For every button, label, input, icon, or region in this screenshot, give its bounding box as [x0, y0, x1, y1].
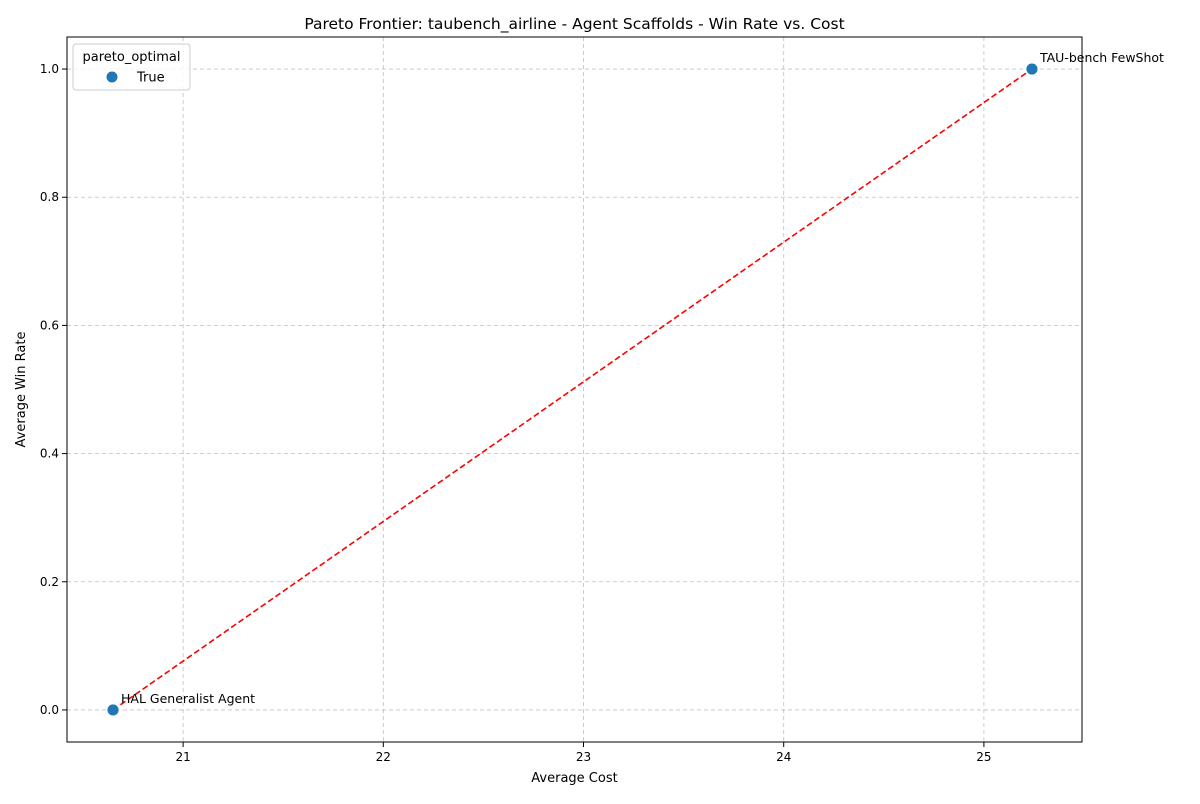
y-tick-label: 0.6 [40, 318, 59, 332]
legend-title: pareto_optimal [83, 50, 181, 65]
point-label: HAL Generalist Agent [121, 691, 255, 706]
x-tick-label: 25 [976, 750, 991, 764]
legend-entries: True [106, 71, 165, 86]
x-tick-label: 24 [776, 750, 791, 764]
y-tick-label: 0.0 [40, 703, 59, 717]
y-tick-label: 0.4 [40, 447, 59, 461]
legend-box [72, 43, 191, 91]
y-tick-label: 0.8 [40, 190, 59, 204]
x-axis-label: Average Cost [531, 771, 617, 786]
legend-entry-label: True [136, 71, 165, 86]
data-point [1025, 62, 1039, 76]
pareto-frontier-line [112, 68, 1033, 711]
data-point [106, 703, 120, 717]
legend-marker [106, 71, 118, 83]
point-label: TAU-bench FewShot [1039, 50, 1164, 65]
y-axis-label: Average Win Rate [14, 332, 29, 448]
y-tick-label: 1.0 [40, 62, 59, 76]
x-axis-ticks: 21 22 23 24 25 [175, 742, 992, 764]
plot-frame [66, 36, 1083, 743]
y-tick-label: 0.2 [40, 575, 59, 589]
x-tick-label: 22 [376, 750, 391, 764]
x-tick-label: 21 [175, 750, 190, 764]
grid-lines [67, 37, 1082, 742]
y-axis-ticks: 0.0 0.2 0.4 0.6 0.8 1.0 [40, 62, 67, 717]
data-points [106, 62, 1039, 717]
legend: pareto_optimal True [72, 43, 191, 91]
chart-title: Pareto Frontier: taubench_airline - Agen… [304, 15, 844, 34]
point-labels: HAL Generalist Agent TAU-bench FewShot [121, 50, 1164, 706]
frontier-segment [112, 68, 1033, 711]
x-tick-label: 23 [576, 750, 591, 764]
